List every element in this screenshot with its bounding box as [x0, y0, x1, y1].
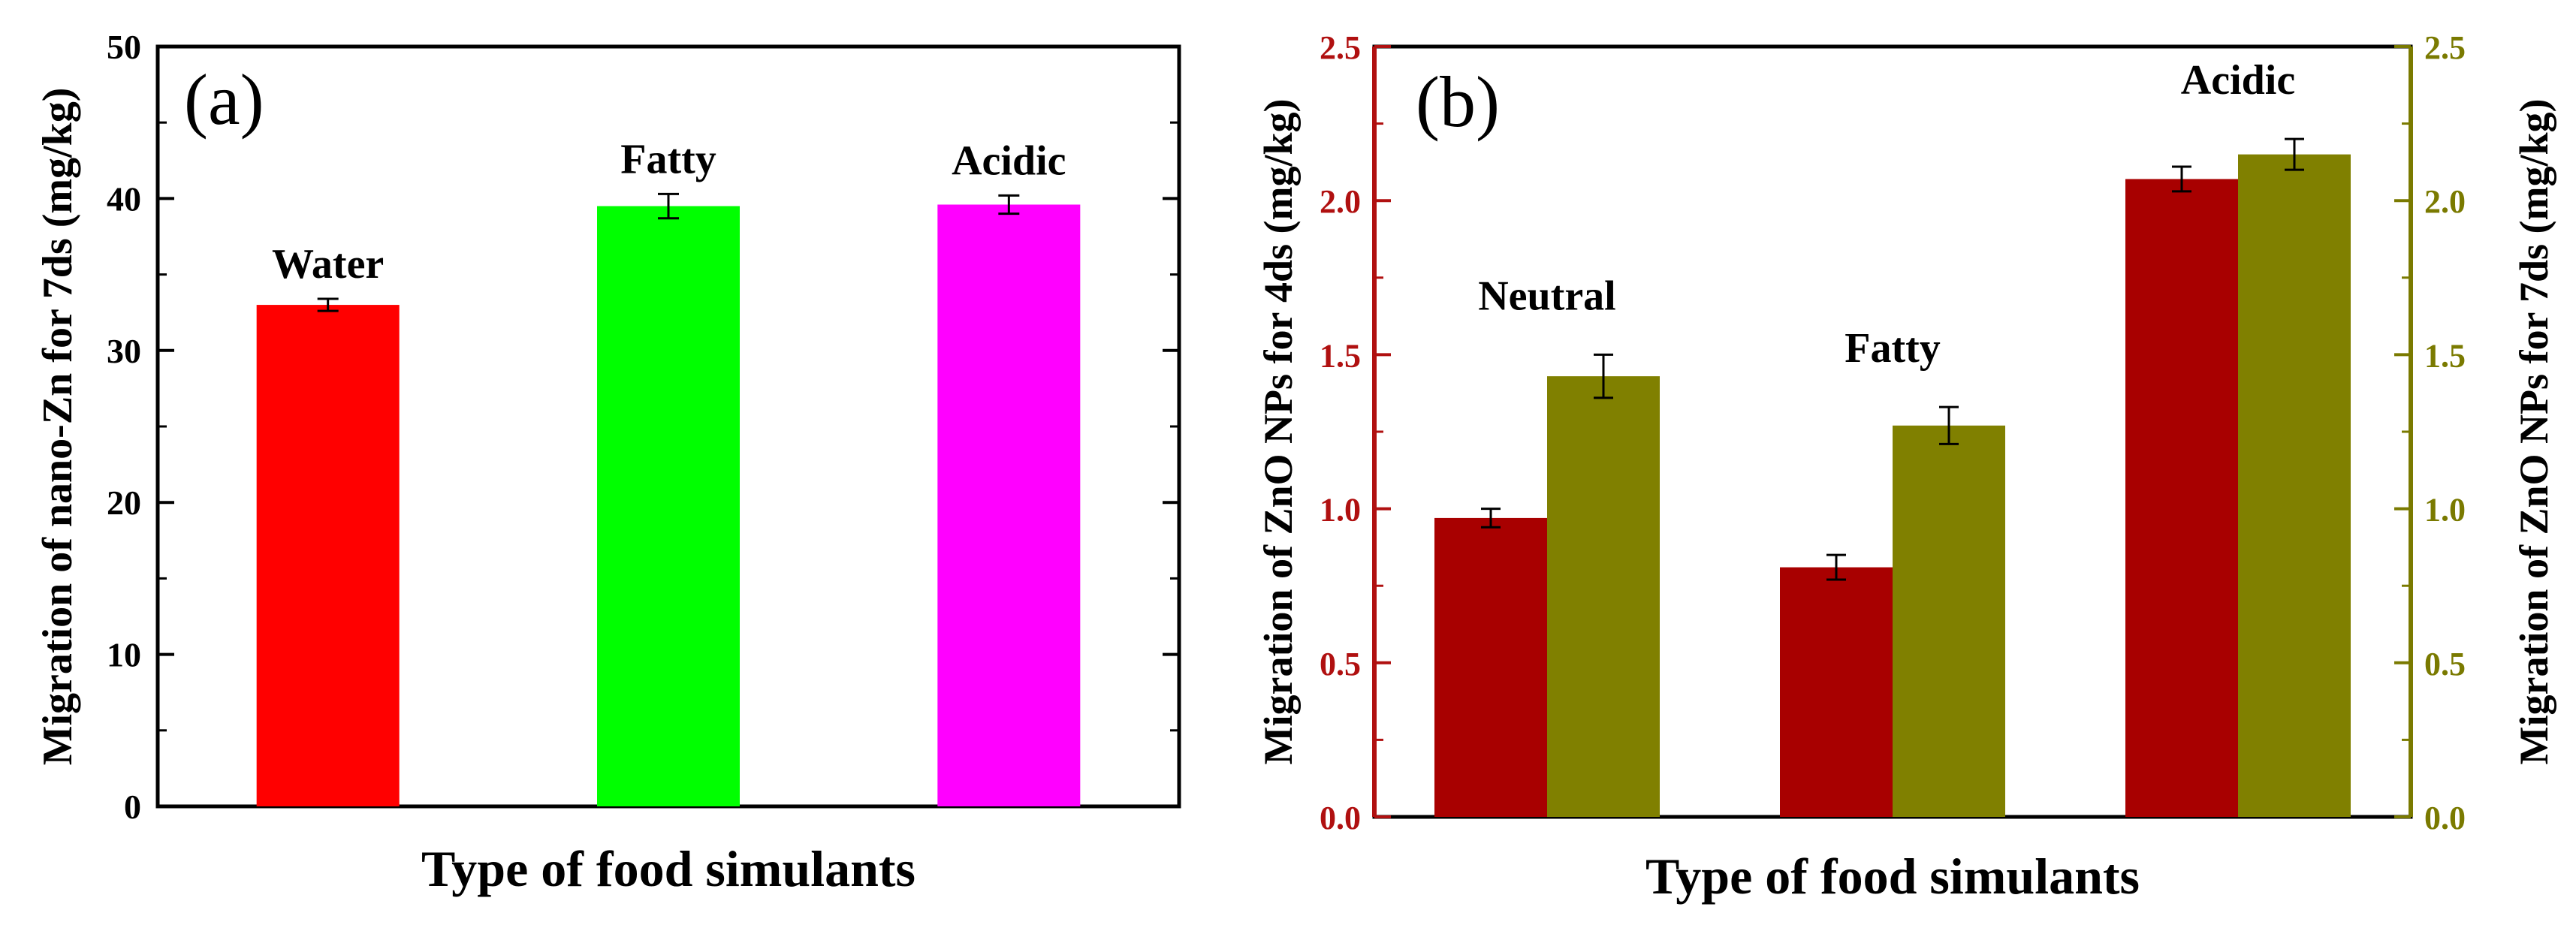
- panel-b-x-axis-label: Type of food simulants: [1645, 848, 2140, 905]
- panel-a-bars: Water Fatty Acidic: [256, 136, 1081, 807]
- panel-a-y-axis: 0 10 20 30 40 50: [107, 28, 1179, 826]
- panel-b-category-label: Neutral: [1478, 273, 1616, 319]
- panel-b-left-y-tick-label: 1.0: [1320, 492, 1361, 529]
- panel-b-right-y-axis-label: Migration of ZnO NPs for 7ds (mg/kg): [2511, 99, 2556, 765]
- panel-b-category-label: Fatty: [1845, 325, 1941, 372]
- panel-b-bars: Neutral Fatty Acidic: [1434, 57, 2351, 818]
- panel-a-bar-label: Water: [272, 241, 384, 288]
- panel-b-right-y-tick-label: 2.0: [2424, 183, 2466, 220]
- panel-b-bar: [2125, 179, 2238, 818]
- panel-b-category-label: Acidic: [2181, 57, 2295, 104]
- panel-a-y-tick-label: 30: [107, 332, 141, 370]
- panel-a-bar: [937, 204, 1081, 807]
- panel-b-label: (b): [1416, 62, 1500, 142]
- panel-b-bar: [2238, 154, 2351, 817]
- panel-a: 0 10 20 30 40 50 Water Fatty Acidic (a) Migrati…: [35, 28, 1181, 897]
- panel-a-x-axis-label: Type of food simulants: [421, 840, 915, 897]
- panel-b-left-y-tick-label: 1.5: [1320, 337, 1361, 374]
- panel-a-bar: [597, 206, 740, 806]
- panel-b-left-y-tick-label: 0.0: [1320, 800, 1361, 836]
- panel-a-y-tick-label: 0: [124, 788, 141, 826]
- panel-a-y-tick-label: 40: [107, 179, 141, 218]
- panel-b-right-y-tick-label: 1.0: [2424, 492, 2466, 529]
- panel-a-bar: [256, 305, 400, 807]
- panel-b-left-y-axis-label: Migration of ZnO NPs for 4ds (mg/kg): [1256, 99, 1301, 765]
- panel-b-bar: [1780, 567, 1893, 817]
- panel-b-right-y-axis: 0.0 0.5 1.0 1.5 2.0 2.5: [2394, 29, 2466, 836]
- panel-a-y-tick-label: 10: [107, 636, 141, 674]
- panel-b-bar: [1547, 376, 1660, 817]
- panel-a-y-tick-label: 50: [107, 28, 141, 66]
- panel-b-left-y-tick-label: 2.0: [1320, 183, 1361, 220]
- panel-b: 0.0 0.5 1.0 1.5 2.0 2.5 0.0 0.5 1.0 1.5 2.0 2.5 Ne…: [1256, 29, 2556, 905]
- panel-a-label: (a): [184, 59, 264, 140]
- panel-b-bar: [1434, 517, 1547, 817]
- panel-b-left-y-tick-label: 2.5: [1320, 29, 1361, 66]
- panel-b-left-y-tick-label: 0.5: [1320, 646, 1361, 682]
- panel-b-right-y-tick-label: 2.5: [2424, 29, 2466, 66]
- panel-b-bar: [1893, 425, 2005, 817]
- panel-a-y-axis-label: Migration of nano-Zn for 7ds (mg/kg): [35, 88, 81, 766]
- panel-b-right-y-tick-label: 0.5: [2424, 646, 2466, 682]
- panel-b-right-y-tick-label: 1.5: [2424, 337, 2466, 374]
- panel-a-bar-label: Fatty: [620, 136, 716, 182]
- panel-b-left-y-axis: 0.0 0.5 1.0 1.5 2.0 2.5: [1320, 29, 1391, 836]
- panel-b-right-y-tick-label: 0.0: [2424, 800, 2466, 836]
- panel-a-y-tick-label: 20: [107, 484, 141, 522]
- panel-a-bar-label: Acidic: [952, 137, 1066, 184]
